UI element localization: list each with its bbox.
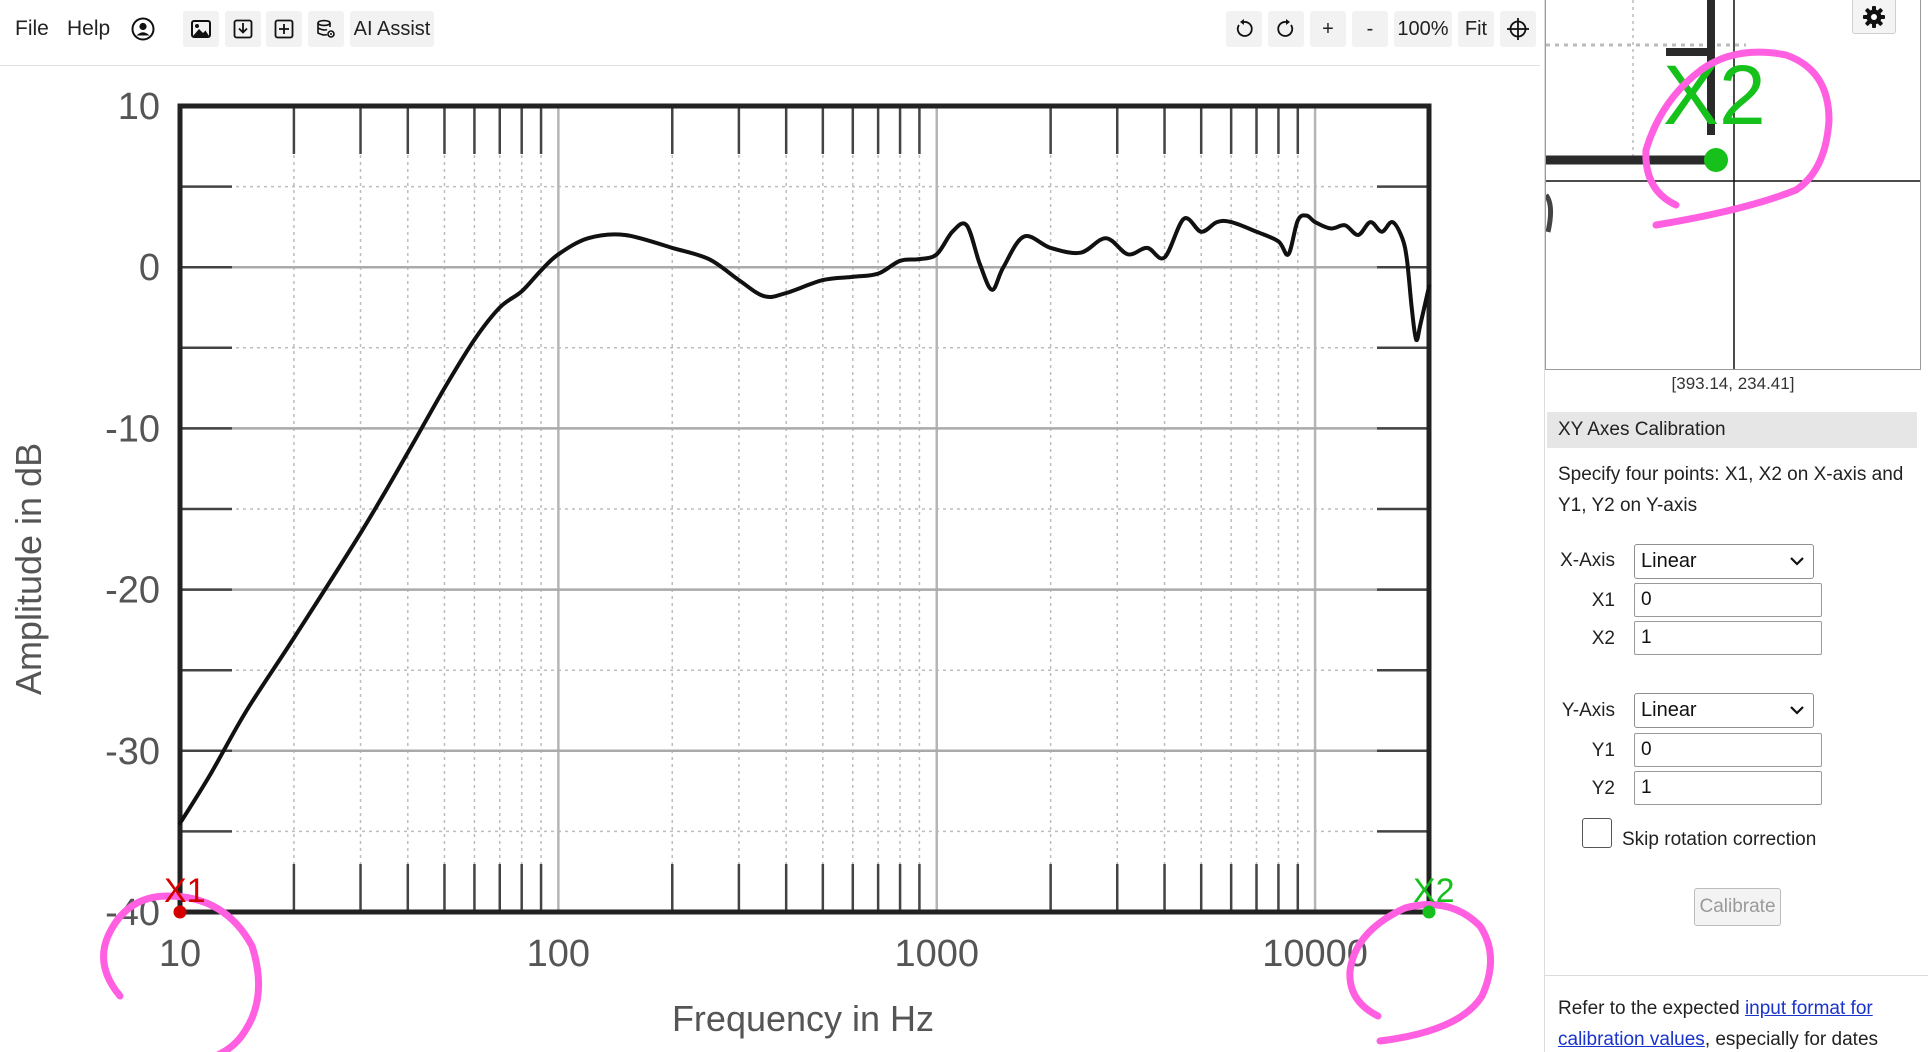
ai-assist-button[interactable]: AI Assist — [350, 11, 434, 47]
data-curve — [178, 213, 1431, 826]
skip-rotation-label: Skip rotation correction — [1622, 829, 1817, 850]
y-axis-scale-value: Linear — [1641, 699, 1697, 721]
crosshair-button[interactable] — [1500, 11, 1536, 47]
y-axis-scale-select[interactable]: Linear — [1634, 693, 1814, 728]
calibration-help-text: Refer to the expected input format for c… — [1558, 993, 1918, 1052]
chart-canvas[interactable]: 10 0 -10 -20 -30 -40 10 100 1000 10000 Frequency… — [0, 66, 1540, 1052]
annotation-circle-x2 — [1346, 901, 1494, 1045]
tick-marks — [180, 104, 1431, 914]
calibration-point-label: X1 — [164, 872, 206, 910]
image-icon — [191, 20, 211, 38]
zoom-level[interactable]: 100% — [1394, 11, 1452, 47]
help-text-suffix: , especially for dates — [1704, 1029, 1879, 1050]
y2-input[interactable]: 1 — [1634, 771, 1822, 805]
y-tick-label: -10 — [105, 408, 160, 450]
help-menu[interactable]: Help — [67, 17, 111, 40]
x1-label: X1 — [1591, 590, 1615, 611]
x-tick-label: 100 — [527, 933, 590, 975]
calibration-point-x1[interactable] — [173, 905, 187, 919]
x-axis-scale-label: X-Axis — [1560, 550, 1615, 571]
input-format-link[interactable]: input format for calibration values — [1558, 998, 1873, 1050]
toolbar: File Help AI Assist + - 100% Fit — [0, 0, 1540, 66]
skip-rotation-checkbox[interactable] — [1582, 818, 1612, 848]
calibration-point-label: X2 — [1413, 872, 1455, 910]
dataset-settings-button[interactable] — [308, 11, 344, 47]
minor-gridlines — [180, 106, 1430, 912]
calibration-points[interactable]: X1 X2 — [164, 872, 1455, 919]
zoom-out-button[interactable]: - — [1352, 11, 1388, 47]
y-tick-label: -30 — [105, 731, 160, 773]
y-tick-label: 10 — [118, 86, 160, 128]
rotate-right-button[interactable] — [1268, 11, 1304, 47]
plot-svg[interactable]: 100-10-20-30-40 10 100 1000 10000 Frequency… — [0, 66, 1540, 1052]
export-button[interactable] — [225, 11, 261, 47]
annotation-circle-x1 — [100, 892, 263, 1052]
download-icon — [233, 19, 253, 39]
chevron-down-icon — [1790, 557, 1804, 566]
account-icon[interactable] — [128, 11, 158, 47]
rotate-left-icon — [1236, 19, 1253, 37]
help-text-prefix: Refer to the expected — [1558, 998, 1745, 1019]
magnifier-point-marker — [1704, 148, 1728, 172]
calibration-description: Specify four points: X1, X2 on X-axis an… — [1558, 464, 1904, 516]
y-axis-label: Amplitude in dB — [8, 443, 49, 695]
x-tick-labels: 10 100 1000 10000 — [159, 933, 1368, 975]
add-dataset-button[interactable] — [266, 11, 302, 47]
calibrate-button[interactable]: Calibrate — [1694, 888, 1781, 926]
panel-divider — [1545, 975, 1928, 976]
cursor-coordinates: [393.14, 234.41] — [1671, 374, 1795, 393]
x2-input[interactable]: 1 — [1634, 621, 1822, 655]
y-axis-scale-label: Y-Axis — [1561, 700, 1615, 721]
y1-input[interactable]: 0 — [1634, 733, 1822, 767]
gear-icon — [1863, 5, 1885, 28]
load-image-button[interactable] — [183, 11, 219, 47]
plot-border — [177, 103, 1432, 915]
magnifier-view: X2 — [1545, 0, 1921, 370]
plot-frame — [177, 103, 1432, 915]
y-tick-label: -20 — [105, 570, 160, 612]
x-tick-label: 1000 — [894, 933, 979, 975]
x-tick-label: 10 — [159, 933, 201, 975]
chevron-down-icon — [1790, 706, 1804, 715]
zoom-in-button[interactable]: + — [1310, 11, 1346, 47]
fit-button[interactable]: Fit — [1458, 11, 1494, 47]
y-tick-label: 0 — [139, 247, 160, 289]
x-axis-label: Frequency in Hz — [672, 998, 934, 1039]
database-gear-icon — [317, 19, 335, 38]
x2-label: X2 — [1591, 628, 1615, 649]
x-axis-scale-value: Linear — [1641, 550, 1697, 572]
plus-box-icon — [274, 19, 294, 39]
annotation-circle-magnifier — [1642, 48, 1833, 229]
y2-label: Y2 — [1591, 778, 1615, 799]
magnifier-settings-button[interactable] — [1852, 0, 1896, 34]
file-menu[interactable]: File — [15, 17, 49, 40]
crosshair-icon — [1507, 18, 1529, 40]
rotate-right-icon — [1277, 19, 1294, 37]
x1-input[interactable]: 0 — [1634, 583, 1822, 617]
y1-label: Y1 — [1591, 740, 1615, 761]
x-axis-scale-select[interactable]: Linear — [1634, 544, 1814, 579]
rotate-left-button[interactable] — [1226, 11, 1262, 47]
calibration-point-x2[interactable] — [1422, 905, 1436, 919]
calibration-header: XY Axes Calibration — [1547, 412, 1917, 448]
y-tick-labels: 100-10-20-30-40 — [105, 86, 160, 934]
